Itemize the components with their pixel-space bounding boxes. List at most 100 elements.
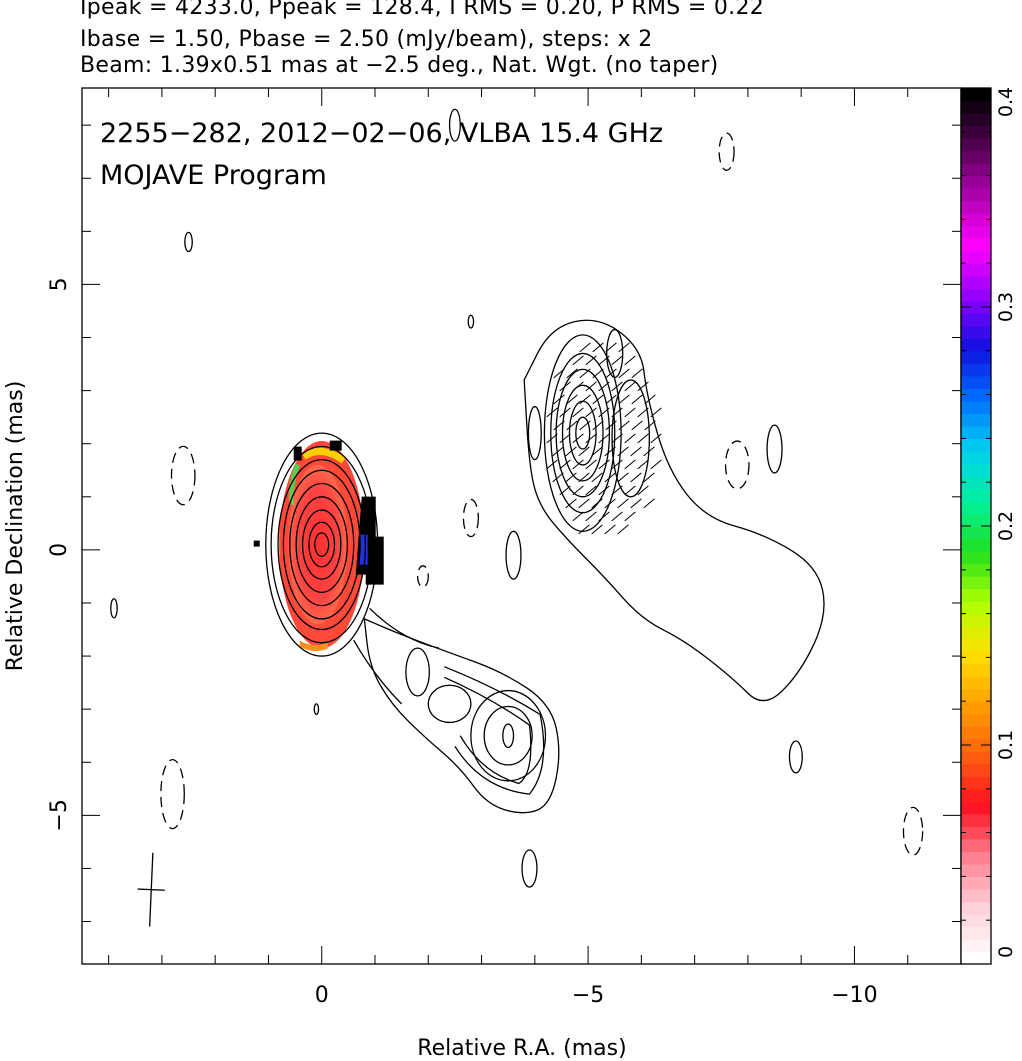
y-tick-label: −5 — [47, 799, 72, 831]
colorbar-step — [961, 576, 991, 590]
polarization-vector — [617, 524, 629, 535]
negative-contour — [170, 445, 196, 506]
polarization-vector — [618, 394, 630, 405]
polarization-vector — [572, 485, 584, 496]
polarization-vector — [624, 355, 636, 366]
component-contour — [543, 334, 622, 532]
colorbar-tick-label: 0.1 — [995, 730, 1017, 760]
polarization-vector — [605, 394, 617, 405]
polarization-vector — [592, 342, 604, 353]
colorbar-step — [961, 250, 991, 264]
noise-contour — [611, 379, 651, 498]
core-pol-rim-black-top — [329, 440, 342, 451]
polarization-vector — [618, 342, 630, 353]
polarization-vector — [566, 420, 578, 431]
colorbar-step — [961, 538, 991, 552]
polarization-vector — [624, 511, 636, 522]
colorbar-step — [961, 263, 991, 277]
jet-bridge-contour — [353, 639, 403, 705]
negative-contour — [902, 806, 924, 856]
jet-envelope-contour — [363, 617, 560, 814]
polarization-vector — [611, 459, 623, 470]
component-contour — [427, 684, 472, 724]
polarization-vector — [578, 446, 590, 457]
polarization-vector — [572, 433, 584, 444]
noise-contour — [184, 231, 193, 253]
noise-contour — [521, 849, 538, 888]
polarization-vector — [585, 355, 597, 366]
polarization-vector — [637, 433, 649, 444]
colorbar-step — [961, 651, 991, 665]
core-contour — [289, 482, 355, 607]
component-contour — [561, 384, 604, 482]
colorbar-tick-label: 0 — [995, 946, 1017, 958]
colorbar-step — [961, 438, 991, 452]
polarization-vector — [553, 420, 565, 431]
polarization-vector — [643, 472, 655, 483]
polarization-vector — [579, 394, 591, 405]
noise-contour — [788, 740, 803, 774]
colorbar-step — [961, 188, 991, 202]
colorbar-step — [961, 88, 991, 102]
colorbar-step — [961, 125, 991, 139]
polarization-vector — [624, 485, 636, 496]
colorbar-step — [961, 413, 991, 427]
polarization-vector — [617, 472, 629, 483]
colorbar-step — [961, 313, 991, 327]
polarization-vector — [592, 420, 604, 431]
polarization-vector — [624, 433, 636, 444]
polarization-vector — [631, 420, 643, 431]
polarization-vector — [585, 511, 597, 522]
noise-contour — [766, 424, 783, 474]
polarization-vector — [592, 368, 604, 379]
polarization-vector — [604, 498, 616, 509]
colorbar-step — [961, 288, 991, 302]
polarization-vector — [643, 498, 655, 509]
polarization-vector — [598, 355, 610, 366]
polarization-vector — [546, 407, 558, 418]
colorbar-step — [961, 726, 991, 740]
polarization-vector — [598, 511, 610, 522]
colorbar-step — [961, 238, 991, 252]
core-contour — [308, 521, 336, 568]
colorbar-step — [961, 813, 991, 827]
colorbar-step — [961, 876, 991, 890]
polarization-vector — [624, 459, 636, 470]
colorbar-step — [961, 338, 991, 352]
polarization-vector — [605, 420, 617, 431]
core-contour — [301, 509, 342, 580]
noise-contour — [505, 530, 522, 580]
polarization-vector — [579, 342, 591, 353]
colorbar-step — [961, 626, 991, 640]
core-contour — [314, 532, 330, 557]
polarization-vector — [637, 381, 649, 392]
colorbar-step — [961, 113, 991, 127]
component-contour — [483, 705, 533, 766]
core-contour — [265, 432, 379, 657]
colorbar-step — [961, 776, 991, 790]
negative-contour — [462, 498, 479, 538]
noise-contour — [527, 405, 542, 461]
polarization-vector — [578, 524, 590, 535]
colorbar-step — [961, 375, 991, 389]
colorbar-tick-label: 0.4 — [995, 87, 1017, 117]
colorbar-tick-label: 0.3 — [995, 292, 1017, 322]
colorbar-step — [961, 488, 991, 502]
colorbar-tick-label: 0.2 — [995, 511, 1017, 541]
component-contour — [550, 352, 616, 514]
program-annotation: MOJAVE Program — [100, 160, 327, 191]
colorbar-step — [961, 163, 991, 177]
polarization-vector — [585, 381, 597, 392]
polarization-vector — [578, 498, 590, 509]
x-tick-labels: 0 −5 −10 — [315, 983, 878, 1008]
core-contour — [282, 469, 361, 620]
x-tick-label: −10 — [831, 983, 877, 1008]
polarization-vector — [604, 446, 616, 457]
colorbar-tick-labels: 0 0.1 0.2 0.3 0.4 — [995, 87, 1017, 958]
core-contour — [277, 458, 367, 631]
noise-contour — [467, 314, 475, 329]
polarization-vector — [631, 394, 643, 405]
polarization-vector — [553, 368, 565, 379]
polarization-vector — [598, 407, 610, 418]
